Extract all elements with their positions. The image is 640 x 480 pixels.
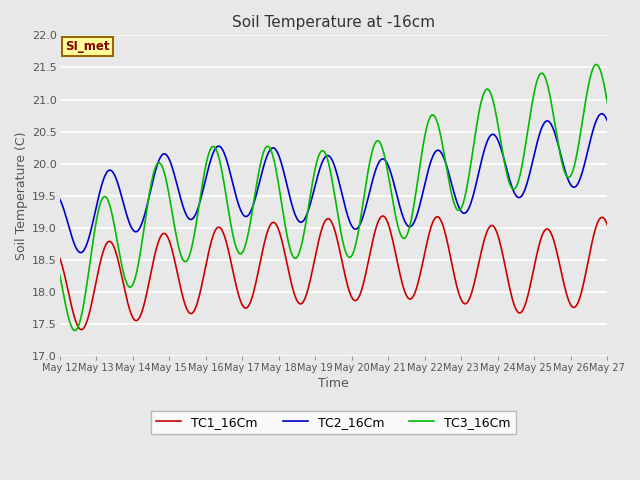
TC2_16Cm <box>77 250 84 255</box>
TC2_16Cm <box>337 186 345 192</box>
TC1_16Cm <box>633 276 640 282</box>
TC1_16Cm <box>576 295 584 301</box>
TC3_16Cm <box>575 138 583 144</box>
TC1_16Cm <box>56 255 63 261</box>
Legend: TC1_16Cm, TC2_16Cm, TC3_16Cm: TC1_16Cm, TC2_16Cm, TC3_16Cm <box>151 411 516 434</box>
TC2_16Cm <box>56 196 63 202</box>
TC2_16Cm <box>633 166 640 172</box>
Line: TC1_16Cm: TC1_16Cm <box>60 216 640 330</box>
TC3_16Cm <box>148 180 156 185</box>
Line: TC3_16Cm: TC3_16Cm <box>60 64 640 331</box>
Y-axis label: Soil Temperature (C): Soil Temperature (C) <box>15 132 28 260</box>
TC3_16Cm <box>490 101 497 107</box>
TC3_16Cm <box>56 273 63 278</box>
TC2_16Cm <box>490 132 497 137</box>
Title: Soil Temperature at -16cm: Soil Temperature at -16cm <box>232 15 435 30</box>
TC3_16Cm <box>337 229 345 235</box>
TC1_16Cm <box>337 253 345 259</box>
TC2_16Cm <box>326 154 333 159</box>
TC3_16Cm <box>71 328 79 334</box>
TC2_16Cm <box>598 111 605 117</box>
TC1_16Cm <box>379 213 387 219</box>
TC1_16Cm <box>77 327 85 333</box>
TC3_16Cm <box>593 61 600 67</box>
TC1_16Cm <box>148 267 156 273</box>
Text: SI_met: SI_met <box>65 40 110 53</box>
TC1_16Cm <box>490 224 498 230</box>
Line: TC2_16Cm: TC2_16Cm <box>60 114 640 252</box>
TC3_16Cm <box>326 166 333 171</box>
TC2_16Cm <box>148 184 156 190</box>
TC2_16Cm <box>575 178 583 184</box>
TC3_16Cm <box>633 115 640 120</box>
X-axis label: Time: Time <box>318 377 349 390</box>
TC1_16Cm <box>326 216 333 222</box>
